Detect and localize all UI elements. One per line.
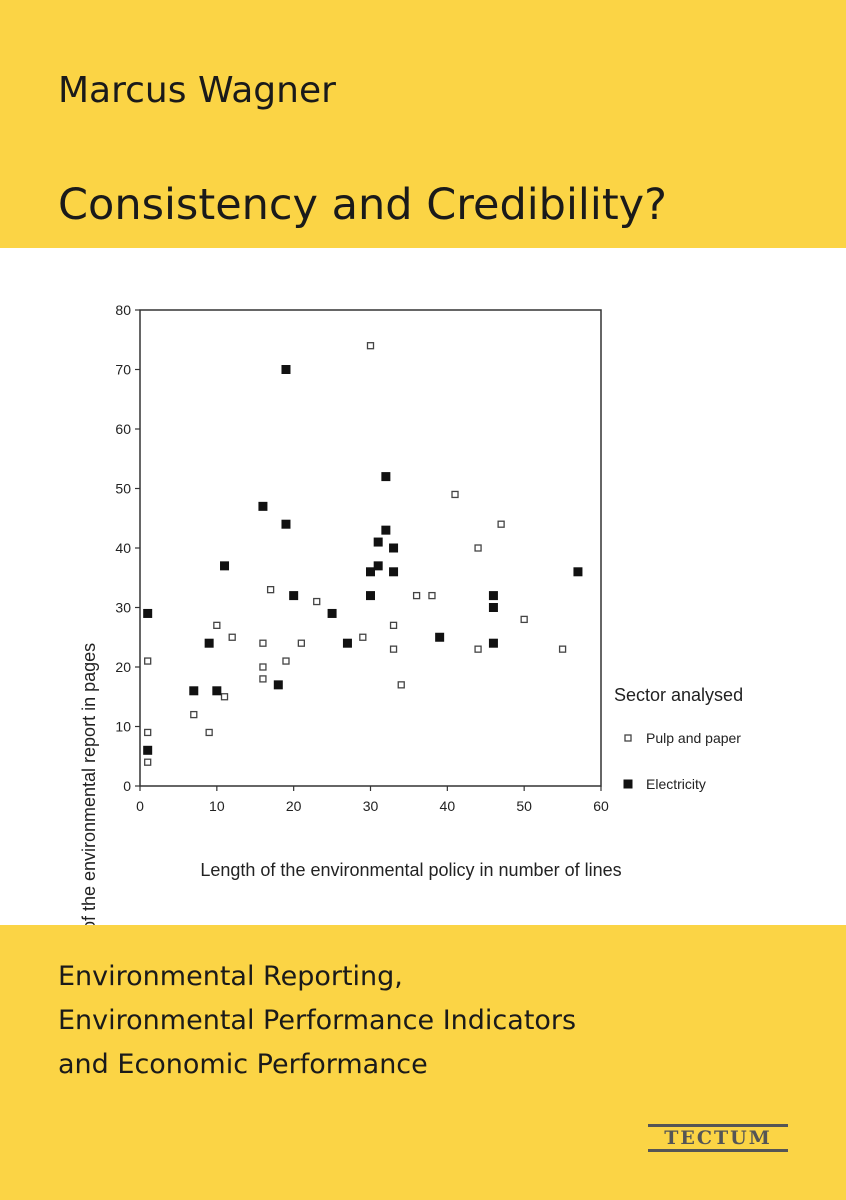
publisher-logo-bar-top bbox=[648, 1124, 788, 1127]
point-electricity bbox=[281, 519, 291, 529]
subtitle-line-3: and Economic Performance bbox=[58, 1049, 428, 1080]
publisher-logo: TECTUM bbox=[648, 1124, 788, 1152]
point-pulp-and-paper bbox=[451, 490, 459, 499]
point-electricity bbox=[435, 632, 445, 642]
point-pulp-and-paper bbox=[412, 591, 421, 600]
point-pulp-and-paper bbox=[389, 621, 398, 630]
point-pulp-and-paper bbox=[497, 520, 505, 528]
scatter-chart: 0 10 20 30 40 50 60 0 10 20 30 40 50 60 70 80 Length of… bbox=[79, 302, 743, 925]
point-pulp-and-paper bbox=[259, 639, 267, 647]
legend-marker-pulp-and-paper bbox=[624, 734, 632, 742]
book-subtitle: Environmental Reporting, Environmental P… bbox=[58, 955, 576, 1087]
x-axis-label: Length of the environmental policy in nu… bbox=[200, 860, 621, 880]
y-tick-label: 60 bbox=[115, 421, 131, 437]
x-tick-label: 60 bbox=[593, 798, 609, 814]
publisher-logo-bar-bottom bbox=[648, 1149, 788, 1152]
x-tick-label: 0 bbox=[136, 798, 144, 814]
point-electricity bbox=[143, 745, 153, 755]
point-electricity bbox=[189, 686, 199, 696]
point-pulp-and-paper bbox=[144, 657, 152, 665]
point-pulp-and-paper bbox=[520, 615, 528, 624]
point-pulp-and-paper bbox=[313, 597, 321, 606]
chart-ticks: 0 10 20 30 40 50 60 0 10 20 30 40 50 60 70 80 bbox=[115, 302, 609, 814]
subtitle-line-1: Environmental Reporting, bbox=[58, 961, 403, 992]
subtitle-line-2: Environmental Performance Indicators bbox=[58, 1005, 577, 1036]
point-electricity bbox=[220, 561, 230, 571]
point-pulp-and-paper bbox=[282, 657, 290, 665]
point-pulp-and-paper bbox=[259, 663, 267, 671]
y-tick-label: 30 bbox=[115, 600, 131, 616]
point-electricity bbox=[366, 567, 375, 577]
point-electricity bbox=[212, 686, 222, 696]
x-tick-label: 50 bbox=[516, 798, 532, 814]
point-pulp-and-paper bbox=[389, 645, 398, 653]
legend-label-electricity: Electricity bbox=[646, 776, 706, 792]
point-pulp-and-paper bbox=[366, 342, 375, 350]
point-electricity bbox=[373, 537, 383, 547]
x-tick-label: 40 bbox=[440, 798, 456, 814]
point-pulp-and-paper bbox=[474, 544, 482, 552]
legend-marker-electricity bbox=[623, 779, 633, 789]
point-electricity bbox=[289, 591, 299, 601]
y-tick-label: 10 bbox=[115, 719, 131, 735]
x-tick-label: 20 bbox=[286, 798, 302, 814]
chart-axes bbox=[139, 309, 602, 787]
x-tick-label: 10 bbox=[209, 798, 225, 814]
y-tick-label: 0 bbox=[123, 778, 131, 794]
point-pulp-and-paper bbox=[205, 728, 213, 737]
point-electricity bbox=[373, 561, 383, 571]
point-pulp-and-paper bbox=[558, 645, 567, 653]
point-electricity bbox=[366, 591, 375, 601]
bottom-band bbox=[0, 925, 846, 1200]
point-electricity bbox=[281, 365, 291, 374]
point-pulp-and-paper bbox=[259, 675, 267, 683]
point-pulp-and-paper bbox=[220, 693, 229, 701]
point-electricity bbox=[342, 638, 352, 648]
point-pulp-and-paper bbox=[397, 681, 405, 689]
point-pulp-and-paper bbox=[474, 645, 482, 653]
book-title: Consistency and Credibility? bbox=[58, 180, 667, 230]
y-tick-label: 70 bbox=[115, 362, 131, 378]
point-electricity bbox=[488, 603, 498, 612]
y-tick-label: 50 bbox=[115, 481, 131, 497]
legend-title: Sector analysed bbox=[614, 685, 743, 705]
point-electricity bbox=[488, 591, 498, 601]
point-electricity bbox=[143, 608, 153, 618]
top-band bbox=[0, 0, 846, 248]
plot-frame bbox=[139, 309, 602, 787]
point-pulp-and-paper bbox=[190, 710, 198, 719]
point-pulp-and-paper bbox=[144, 728, 152, 737]
point-electricity bbox=[204, 638, 214, 648]
point-pulp-and-paper bbox=[266, 585, 275, 594]
y-tick-label: 80 bbox=[115, 302, 131, 318]
point-electricity bbox=[381, 525, 391, 535]
point-pulp-and-paper bbox=[213, 621, 221, 630]
point-electricity bbox=[573, 567, 583, 577]
point-electricity bbox=[327, 608, 337, 618]
point-electricity bbox=[389, 567, 399, 577]
point-electricity bbox=[389, 543, 399, 553]
chart-points bbox=[143, 342, 583, 766]
point-electricity bbox=[273, 680, 283, 690]
point-pulp-and-paper bbox=[297, 639, 306, 647]
y-tick-label: 20 bbox=[115, 659, 131, 675]
y-tick-label: 40 bbox=[115, 540, 131, 556]
point-electricity bbox=[258, 501, 268, 511]
chart-legend: Pulp and paper Electricity bbox=[623, 730, 741, 792]
y-axis-label: Length of the environmental report in pa… bbox=[79, 643, 99, 925]
point-electricity bbox=[488, 638, 498, 648]
point-pulp-and-paper bbox=[144, 758, 152, 766]
publisher-name: TECTUM bbox=[664, 1127, 772, 1149]
point-pulp-and-paper bbox=[428, 591, 436, 600]
author-name: Marcus Wagner bbox=[58, 70, 336, 111]
x-tick-label: 30 bbox=[363, 798, 379, 814]
legend-label-pulp-and-paper: Pulp and paper bbox=[646, 730, 741, 746]
point-pulp-and-paper bbox=[359, 633, 367, 641]
point-pulp-and-paper bbox=[228, 633, 236, 641]
point-electricity bbox=[381, 472, 391, 482]
